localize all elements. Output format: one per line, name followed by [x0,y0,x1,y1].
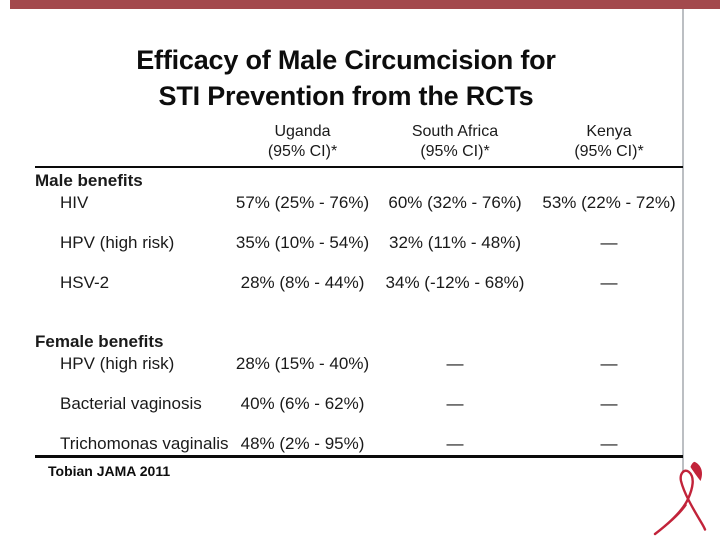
column-subtitle: (95% CI)* [574,143,644,160]
row-label: Trichomonas vaginalis [60,434,229,453]
value-south-africa: 34% (-12% - 68%) [385,273,525,292]
row-label: HPV (high risk) [60,233,175,252]
column-header-south-africa: South Africa (95% CI)* [375,122,535,162]
aids-ribbon-icon [653,461,707,536]
citation: Tobian JAMA 2011 [48,463,171,479]
value-south-africa: — [446,394,464,413]
column-name: Uganda [274,123,331,140]
table-row-hpv-male: HPV (high risk) 35% (10% - 54%) 32% (11%… [35,233,683,252]
value-kenya: — [600,273,618,292]
value-uganda: 48% (2% - 95%) [240,434,365,453]
slide-title: Efficacy of Male Circumcision for STI Pr… [0,42,692,114]
column-header-kenya: Kenya (95% CI)* [535,122,683,162]
section-label: Female benefits [35,332,164,351]
value-south-africa: — [446,434,464,453]
table-row-bacterial-vaginosis: Bacterial vaginosis 40% (6% - 62%) — — [35,394,683,413]
efficacy-table: Uganda (95% CI)* South Africa (95% CI)* … [35,122,683,458]
table-header-row: Uganda (95% CI)* South Africa (95% CI)* … [35,122,683,162]
value-kenya: — [600,233,618,252]
row-label: HSV-2 [60,273,110,292]
section-header-male-benefits: Male benefits [35,171,683,190]
value-uganda: 40% (6% - 62%) [240,394,365,413]
column-subtitle: (95% CI)* [267,143,338,160]
table-row-hiv: HIV 57% (25% - 76%) 60% (32% - 76%) 53% … [35,193,683,212]
title-line-2: STI Prevention from the RCTs [158,81,534,111]
value-south-africa: 32% (11% - 48%) [389,233,521,252]
top-accent-bar [10,0,720,9]
column-name: Kenya [586,123,632,140]
column-name: South Africa [411,123,499,140]
right-accent-line [682,9,684,473]
value-south-africa: 60% (32% - 76%) [388,193,522,212]
value-kenya: 53% (22% - 72%) [542,193,676,212]
row-label: HIV [60,193,89,212]
value-uganda: 57% (25% - 76%) [235,193,370,212]
value-kenya: — [600,434,618,453]
column-subtitle: (95% CI)* [420,143,490,160]
table-row-trichomonas-vaginalis: Trichomonas vaginalis 48% (2% - 95%) — — [35,434,683,453]
title-line-1: Efficacy of Male Circumcision for [136,45,556,75]
value-kenya: — [600,354,618,373]
value-south-africa: — [446,354,464,373]
row-label: HPV (high risk) [60,354,175,373]
section-label: Male benefits [35,171,143,190]
table-bottom-rule [35,455,683,458]
section-header-female-benefits: Female benefits [35,332,683,351]
value-uganda: 35% (10% - 54%) [235,233,370,252]
value-uganda: 28% (15% - 40%) [235,354,370,373]
table-row-hsv2: HSV-2 28% (8% - 44%) 34% (-12% - 68%) — [35,273,683,292]
value-uganda: 28% (8% - 44%) [240,273,365,292]
column-header-uganda: Uganda (95% CI)* [230,122,375,162]
table-top-rule [35,166,683,168]
table-row-hpv-female: HPV (high risk) 28% (15% - 40%) — — [35,354,683,373]
row-label: Bacterial vaginosis [60,394,202,413]
value-kenya: — [600,394,618,413]
